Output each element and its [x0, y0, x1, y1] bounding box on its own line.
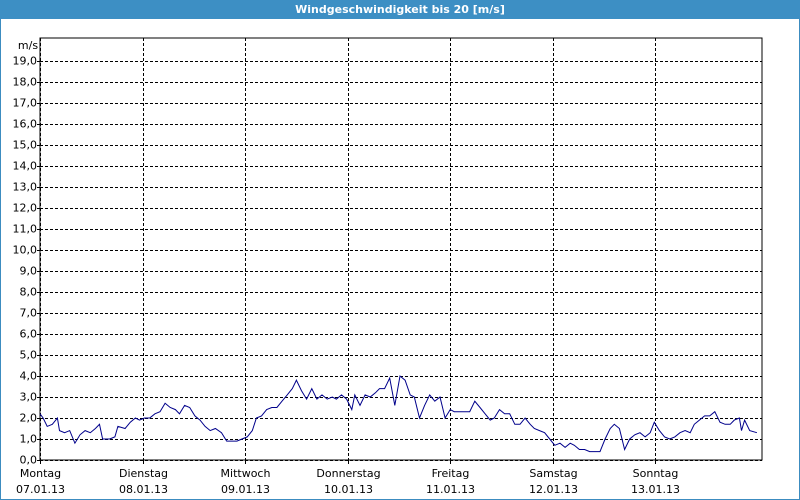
y-tick-label: 19,0 — [13, 55, 38, 68]
y-tick-label: 12,0 — [13, 202, 38, 215]
x-tick-label: Sonntag — [633, 467, 679, 480]
y-tick-label: 5,0 — [20, 349, 38, 362]
data-line — [39, 375, 758, 453]
y-tick-label: 13,0 — [13, 181, 38, 194]
x-tick-label: Mittwoch — [221, 467, 271, 480]
y-tick-label: 0,0 — [20, 454, 38, 467]
x-tick-date: 09.01.13 — [221, 483, 270, 496]
y-tick-label: 4,0 — [20, 370, 38, 383]
x-tick-date: 10.01.13 — [324, 483, 373, 496]
x-tick-label: Montag — [20, 467, 61, 480]
x-tick-date: 12.01.13 — [529, 483, 578, 496]
y-tick-label: 16,0 — [13, 118, 38, 131]
x-tick-date: 13.01.13 — [631, 483, 680, 496]
y-tick-label: 8,0 — [20, 286, 38, 299]
y-tick-label: 10,0 — [13, 244, 38, 257]
x-tick-date: 11.01.13 — [426, 483, 475, 496]
y-tick-label: 1,0 — [20, 433, 38, 446]
y-tick-label: 18,0 — [13, 76, 38, 89]
y-tick-label: 15,0 — [13, 139, 38, 152]
y-tick-label: 7,0 — [20, 307, 38, 320]
chart-title: Windgeschwindigkeit bis 20 [m/s] — [295, 3, 505, 16]
x-tick-date: 07.01.13 — [16, 483, 65, 496]
y-tick-label: 14,0 — [13, 160, 38, 173]
x-tick-label: Samstag — [529, 467, 577, 480]
y-tick-label: 3,0 — [20, 391, 38, 404]
y-tick-label: 17,0 — [13, 97, 38, 110]
x-tick-label: Dienstag — [119, 467, 168, 480]
y-tick-label: 11,0 — [13, 223, 38, 236]
x-tick-label: Freitag — [432, 467, 470, 480]
x-tick-label: Donnerstag — [316, 467, 380, 480]
y-axis-label: m/s — [18, 39, 38, 52]
y-tick-label: 6,0 — [20, 328, 38, 341]
title-bar — [0, 0, 800, 19]
plot-frame — [39, 37, 763, 461]
y-tick-label: 9,0 — [20, 265, 38, 278]
x-tick-date: 08.01.13 — [119, 483, 168, 496]
y-tick-label: 2,0 — [20, 412, 38, 425]
